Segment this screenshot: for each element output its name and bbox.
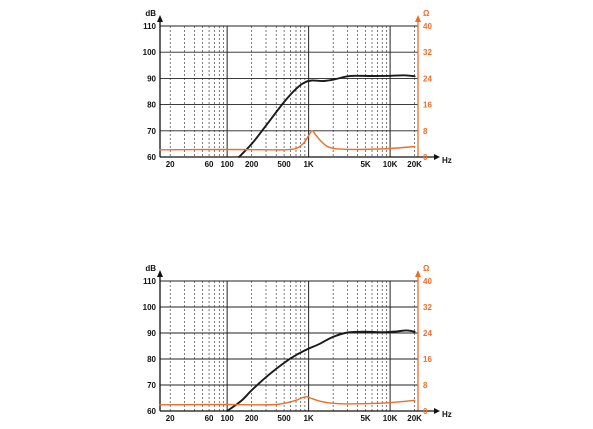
x-tick-label: 100 bbox=[220, 160, 234, 169]
y2-tick-label: 32 bbox=[423, 303, 432, 312]
y-tick-label: 90 bbox=[147, 74, 156, 83]
x-tick-label: 20K bbox=[407, 414, 422, 423]
chart-1: 60 70 80 90 100 110 0 8 16 24 32 40 20 60 100 200 500 1K 5… bbox=[143, 9, 452, 169]
impedance-curve bbox=[159, 395, 416, 406]
x-tick-label: 5K bbox=[360, 414, 370, 423]
y-axis-arrow bbox=[157, 15, 163, 22]
y-tick-label: 90 bbox=[147, 329, 156, 338]
x-tick-label: 1K bbox=[303, 160, 313, 169]
y-tick-label: 110 bbox=[143, 277, 156, 286]
x-tick-label: 100 bbox=[220, 414, 234, 423]
y-tick-label: 70 bbox=[147, 381, 156, 390]
y2-tick-label: 24 bbox=[423, 74, 432, 83]
y-tick-label: 100 bbox=[143, 303, 157, 312]
x-tick-label: 60 bbox=[205, 414, 214, 423]
y2-axis-unit: Ω bbox=[423, 264, 430, 273]
y-tick-label: 110 bbox=[143, 22, 156, 31]
chart-2: 60 70 80 90 100 110 0 8 16 24 32 40 20 60 100 200 500 1K 5… bbox=[143, 264, 452, 423]
x-tick-label: 60 bbox=[205, 160, 214, 169]
y-tick-label: 80 bbox=[147, 101, 156, 110]
spl-curve bbox=[238, 74, 416, 158]
x-tick-label: 500 bbox=[277, 414, 291, 423]
y2-tick-label: 32 bbox=[423, 48, 432, 57]
x-tick-label: 10K bbox=[383, 414, 398, 423]
y2-tick-label: 16 bbox=[423, 101, 432, 110]
y2-tick-label: 0 bbox=[423, 407, 428, 416]
x-tick-label: 200 bbox=[245, 160, 259, 169]
x-tick-label: 20 bbox=[166, 160, 175, 169]
x-tick-label: 500 bbox=[277, 160, 291, 169]
x-tick-label: 10K bbox=[383, 160, 398, 169]
y-axis-unit: dB bbox=[145, 264, 156, 273]
y2-tick-label: 0 bbox=[423, 153, 428, 162]
x-axis-arrow bbox=[434, 154, 440, 160]
impedance-curve bbox=[159, 130, 416, 151]
y2-axis-arrow bbox=[415, 15, 421, 22]
y2-tick-label: 40 bbox=[423, 22, 432, 31]
x-axis-unit: Hz bbox=[442, 156, 452, 165]
y-tick-label: 60 bbox=[147, 407, 156, 416]
x-tick-label: 1K bbox=[303, 414, 313, 423]
y2-tick-label: 16 bbox=[423, 355, 432, 364]
x-axis-arrow bbox=[434, 408, 440, 414]
x-tick-label: 200 bbox=[245, 414, 259, 423]
y2-tick-label: 8 bbox=[423, 127, 428, 136]
spl-curve bbox=[226, 329, 416, 412]
y-tick-label: 60 bbox=[147, 153, 156, 162]
x-tick-label: 5K bbox=[360, 160, 370, 169]
x-tick-label: 20 bbox=[166, 414, 175, 423]
y-tick-label: 100 bbox=[143, 48, 157, 57]
y2-tick-label: 8 bbox=[423, 381, 428, 390]
y2-axis-unit: Ω bbox=[423, 9, 430, 18]
y2-tick-label: 24 bbox=[423, 329, 432, 338]
y-axis-arrow bbox=[157, 270, 163, 277]
y-tick-label: 80 bbox=[147, 355, 156, 364]
y-tick-label: 70 bbox=[147, 127, 156, 136]
grid bbox=[160, 25, 418, 158]
x-axis-unit: Hz bbox=[442, 410, 452, 419]
y2-axis-arrow bbox=[415, 270, 421, 277]
y-axis-unit: dB bbox=[145, 9, 156, 18]
grid bbox=[160, 280, 418, 412]
x-tick-label: 20K bbox=[407, 160, 422, 169]
y2-tick-label: 40 bbox=[423, 277, 432, 286]
